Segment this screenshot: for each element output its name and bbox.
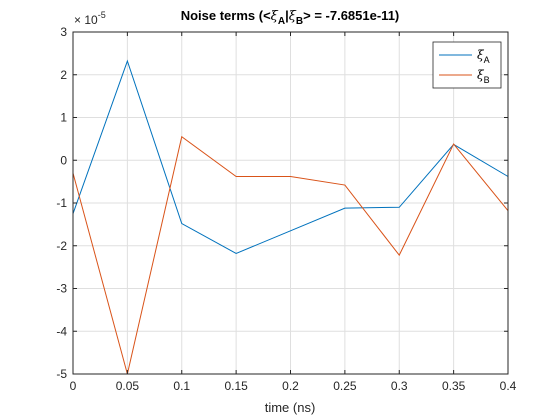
series-line-b bbox=[72, 135, 509, 375]
chart-title: Noise terms (<ξA|ξB> = -7.6851e-11) bbox=[181, 8, 400, 27]
x-tick-label: 0.35 bbox=[442, 379, 466, 393]
x-tick-label: 0.1 bbox=[173, 379, 190, 393]
x-tick-labels: 0 0.05 0.1 0.15 0.2 0.25 0.3 0.35 0.4 bbox=[70, 379, 517, 393]
y-tick-label: 3 bbox=[60, 25, 67, 39]
y-axis-multiplier: × 10-5 bbox=[74, 10, 106, 27]
x-tick-label: 0.3 bbox=[391, 379, 408, 393]
y-tick-label: 0 bbox=[60, 153, 67, 167]
y-tick-label: 2 bbox=[60, 68, 67, 82]
y-tick-label: 1 bbox=[60, 111, 67, 125]
y-tick-label: -4 bbox=[56, 324, 67, 338]
legend-label: ξA bbox=[477, 48, 490, 65]
legend-item-b: ξB bbox=[439, 68, 490, 85]
legend-item-a: ξA bbox=[439, 48, 490, 65]
x-tick-label: 0 bbox=[70, 379, 77, 393]
x-tick-label: 0.4 bbox=[500, 379, 517, 393]
series-line-a bbox=[72, 59, 509, 254]
series-group bbox=[72, 59, 509, 375]
legend[interactable]: ξA ξB bbox=[432, 41, 502, 89]
y-tick-label: -1 bbox=[56, 196, 67, 210]
legend-box bbox=[432, 41, 502, 89]
y-tick-label: -5 bbox=[56, 367, 67, 381]
x-tick-label: 0.25 bbox=[333, 379, 357, 393]
x-tick-label: 0.15 bbox=[224, 379, 248, 393]
y-tick-labels: -5 -4 -3 -2 -1 0 1 2 3 bbox=[56, 25, 67, 381]
x-tick-label: 0.2 bbox=[282, 379, 299, 393]
x-axis-label: time (ns) bbox=[265, 400, 316, 415]
y-tick-label: -3 bbox=[56, 282, 67, 296]
ticks bbox=[72, 31, 509, 375]
y-tick-label: -2 bbox=[56, 239, 67, 253]
legend-label: ξB bbox=[477, 68, 490, 85]
x-tick-label: 0.05 bbox=[116, 379, 140, 393]
